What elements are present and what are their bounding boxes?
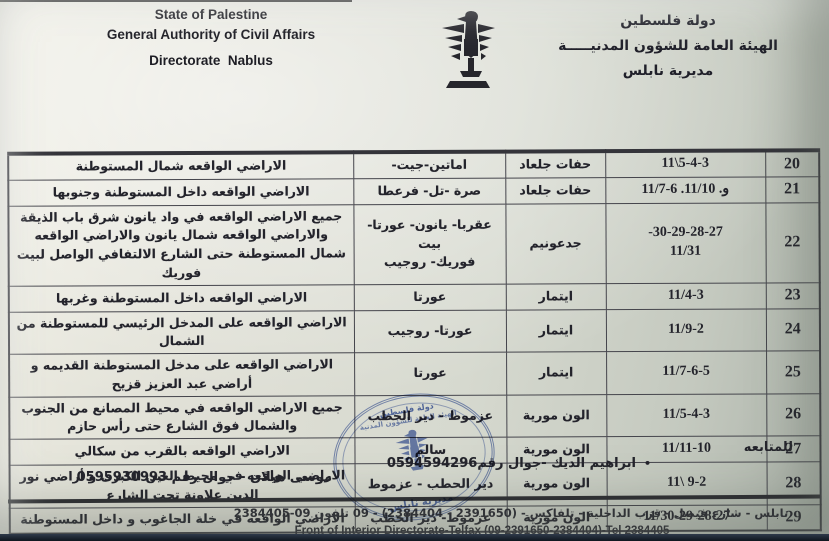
row-number: 24 — [765, 308, 821, 351]
header-ar-line1: دولة فلسطين — [620, 13, 716, 29]
row-number: 23 — [765, 282, 820, 309]
row-settlement: ايتمار — [506, 351, 607, 395]
table-row: 21 11/7-6 .و. 11/10 حفات جلعاد صرة -تل- … — [8, 176, 820, 206]
row-description: جميع الاراضي الواقعه في محيط المصانع من … — [9, 395, 355, 440]
table-row: 25 11/7-6-5 ايتمار عورتا الاراضي الواقعه… — [9, 350, 821, 397]
row-dates: -30-29-28-27 11/31 — [605, 202, 766, 284]
row-number: 22 — [765, 202, 820, 283]
row-settlement: ايتمار — [505, 283, 606, 310]
row-description: الاراضي الواقعه داخل المستوطنة وغربها — [8, 284, 354, 312]
row-villages: صرة -تل- فرعطا — [353, 177, 506, 205]
row-villages: عقربا- يانون- عورتا- بيت فوريك- روجيب — [353, 203, 506, 285]
table-row: 24 11/9-2 ايتمار عورتا- روجيب الاراضي ال… — [8, 308, 821, 355]
row-dates: 11/9-2 — [605, 308, 767, 352]
row-settlement: الون مورية — [506, 394, 607, 438]
followup-label: للمتابعه — [743, 440, 793, 455]
row-settlement: جدعونيم — [505, 203, 606, 284]
header-english: State of Palestine General Authority of … — [58, 5, 364, 71]
footer-address-arabic: نابلس - شارع فيصل - قرب الداخلية - تلفاك… — [233, 506, 789, 520]
row-settlement: حفات جلعاد — [505, 177, 606, 204]
row-number: 21 — [765, 176, 820, 203]
row-number: 25 — [766, 350, 821, 394]
row-dates: 11/5-4-3 — [606, 393, 767, 437]
header-ar-line2: الهيئة العامة للشؤون المدنيـــــة — [558, 38, 778, 54]
row-villages: عورتا- روجيب — [353, 309, 507, 353]
photo-bottom-edge — [0, 534, 829, 541]
table-row: 23 11/4-3 ايتمار عورتا الاراضي الواقعه د… — [8, 282, 820, 312]
row-villages: عورتا — [354, 352, 507, 396]
header-en-line1: State of Palestine — [154, 7, 268, 22]
photo-top-edge — [0, 0, 352, 2]
row-villages: اماتين-جيت- — [353, 151, 506, 179]
header-en-line2: General Authority of Civil Affairs — [106, 26, 316, 42]
header-en-line3: Directorate Nablus — [149, 53, 273, 69]
table-row: 22 -30-29-28-27 11/31 جدعونيم عقربا- يانو… — [8, 202, 820, 286]
row-number: 26 — [766, 393, 821, 436]
row-dates: 11/7-6-5 — [606, 350, 767, 395]
table-row: 20 11\5-4-3 حفات جلعاد اماتين-جيت- الارا… — [8, 150, 820, 180]
row-description: الاراضي الواقعه شمال المستوطنة — [8, 152, 354, 180]
row-dates: 11\5-4-3 — [605, 150, 766, 178]
palestine-eagle-emblem-icon — [437, 8, 499, 100]
row-description: الاراضي الواقعه على المدخل الرئيسي للمست… — [8, 310, 355, 355]
header-arabic: دولة فلسطين الهيئة العامة للشؤون المدنيـ… — [549, 13, 787, 88]
row-description: جميع الاراضي الواقعه في واد يانون شرق با… — [8, 204, 354, 286]
row-villages: عورتا — [353, 283, 506, 311]
contact-mousa: موسى هيلان - جوال رقم 0595930993 — [77, 470, 332, 485]
official-stamp: دولة فلسطين الهيئة العامة للشؤون المدنية… — [324, 382, 504, 532]
row-description: الاراضي الواقعه على مدخل المستوطنة القدي… — [9, 352, 355, 397]
row-settlement: ايتمار — [505, 309, 607, 353]
header-ar-line3: مديرية نابلس — [622, 63, 714, 79]
row-description: الاراضي الواقعه بالقرب من سكالي — [9, 437, 355, 466]
contact-text: موسى هيلان - جوال رقم 0595930993 — [76, 470, 332, 485]
row-number: 20 — [765, 150, 820, 177]
row-dates: 11/7-6 .و. 11/10 — [605, 176, 766, 204]
row-description: الاراضي الواقعه داخل المستوطنة وجنوبها — [8, 178, 354, 206]
stamp-eagle-icon — [391, 424, 438, 489]
row-dates: 11/4-3 — [605, 282, 766, 310]
row-settlement: حفات جلعاد — [505, 151, 606, 178]
bullet-icon: • — [643, 457, 651, 470]
